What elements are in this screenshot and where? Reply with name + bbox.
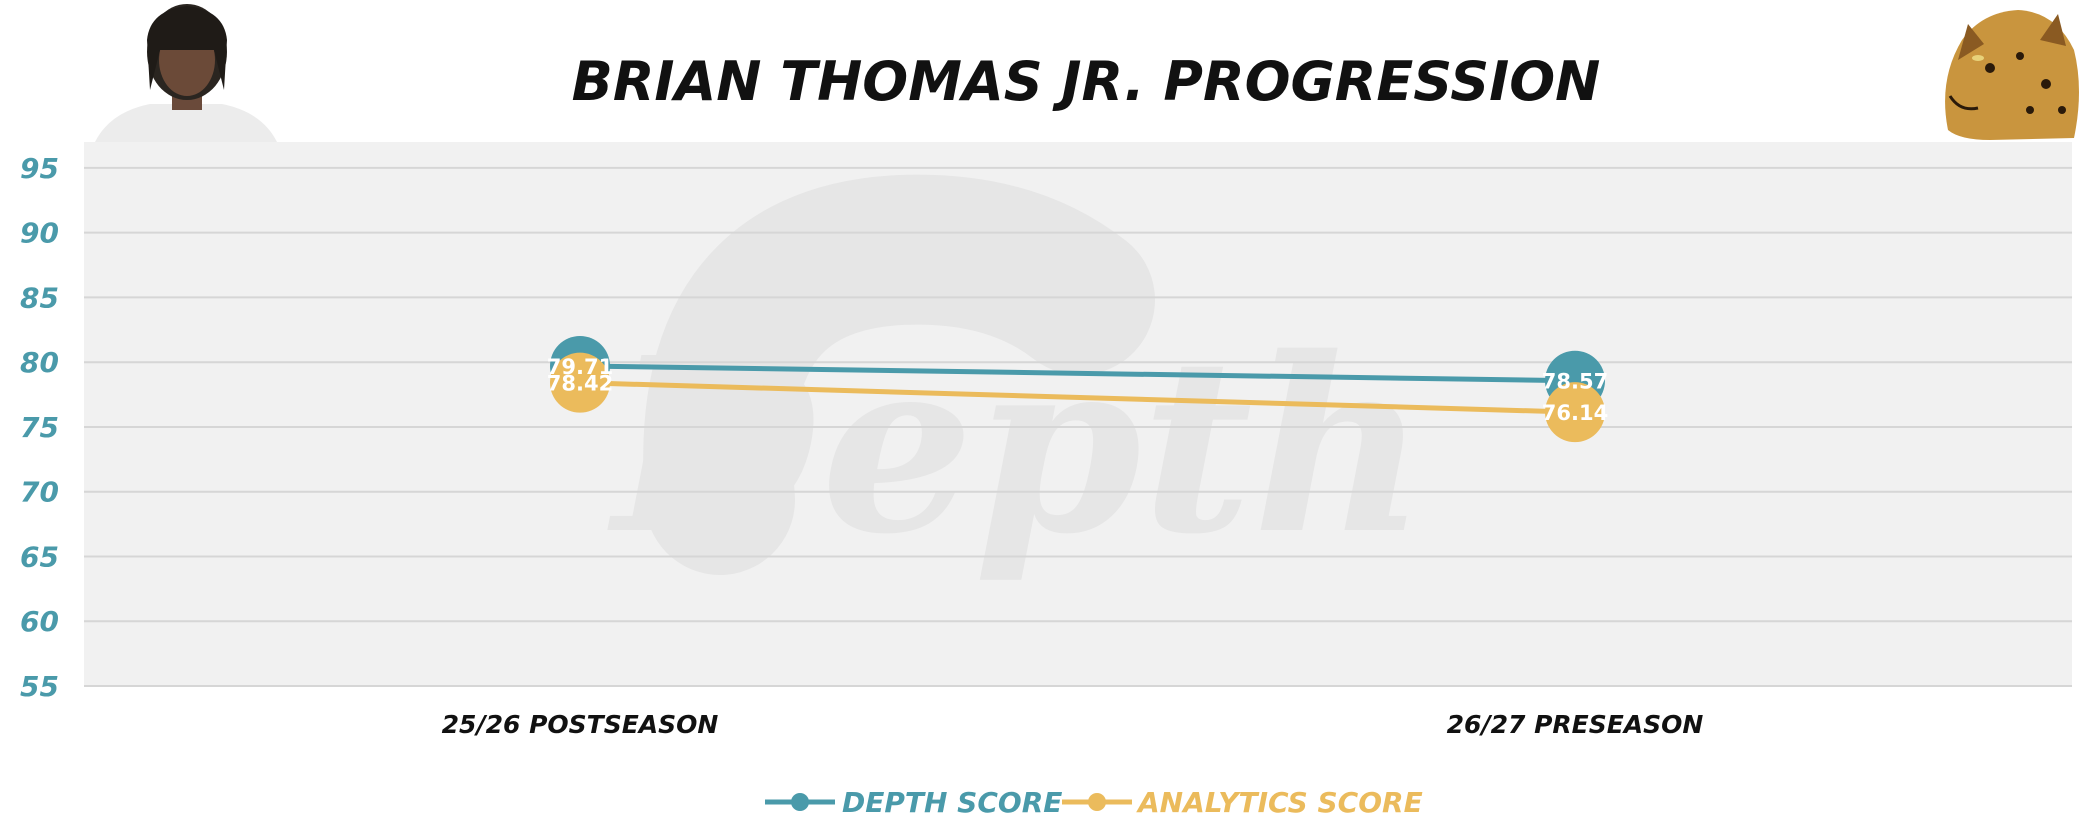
y-tick-label: 90 xyxy=(20,217,59,250)
analytics-score-data-label: 76.14 xyxy=(1542,401,1608,425)
series-line-depth-score xyxy=(579,363,1576,384)
player-headshot-icon xyxy=(95,0,277,142)
y-tick-label: 75 xyxy=(20,411,59,444)
y-tick-label: 95 xyxy=(20,152,59,185)
legend-label-depth-score: DEPTH SCORE xyxy=(842,786,1062,819)
analytics-score-data-label: 78.42 xyxy=(547,372,613,396)
y-tick-label: 85 xyxy=(20,281,59,314)
x-tick-label: 25/26 POSTSEASON xyxy=(442,710,719,739)
y-tick-label: 55 xyxy=(20,670,59,703)
y-tick-label: 80 xyxy=(20,346,59,379)
x-tick-label: 26/27 PRESEASON xyxy=(1447,710,1704,739)
legend-label-analytics-score: ANALYTICS SCORE xyxy=(1136,786,1423,819)
y-tick-label: 65 xyxy=(20,540,59,573)
series-line-analytics-score xyxy=(579,380,1576,415)
analytics-score-point xyxy=(1545,382,1605,443)
analytics-score-point xyxy=(550,352,610,413)
gridlines xyxy=(84,166,2072,687)
watermark-text: Depth xyxy=(607,305,1427,587)
y-tick-label: 60 xyxy=(20,605,59,638)
depth-score-data-label: 79.71 xyxy=(547,355,613,379)
legend-marker-analytics-score xyxy=(1088,793,1106,811)
chart-title: BRIAN THOMAS JR. PROGRESSION xyxy=(572,50,1601,113)
depth-score-data-label: 78.57 xyxy=(1542,370,1608,394)
series: 79.71 78.57 78.42 76.14 xyxy=(547,335,1608,443)
legend: DEPTH SCORE ANALYTICS SCORE xyxy=(765,786,1423,819)
y-axis: 55 60 65 70 75 80 85 90 95 xyxy=(20,152,59,703)
jaguar-logo-icon xyxy=(1945,10,2079,140)
y-tick-label: 70 xyxy=(20,476,59,509)
legend-marker-depth-score xyxy=(791,793,809,811)
x-axis: 25/26 POSTSEASON 26/27 PRESEASON xyxy=(442,710,1704,739)
